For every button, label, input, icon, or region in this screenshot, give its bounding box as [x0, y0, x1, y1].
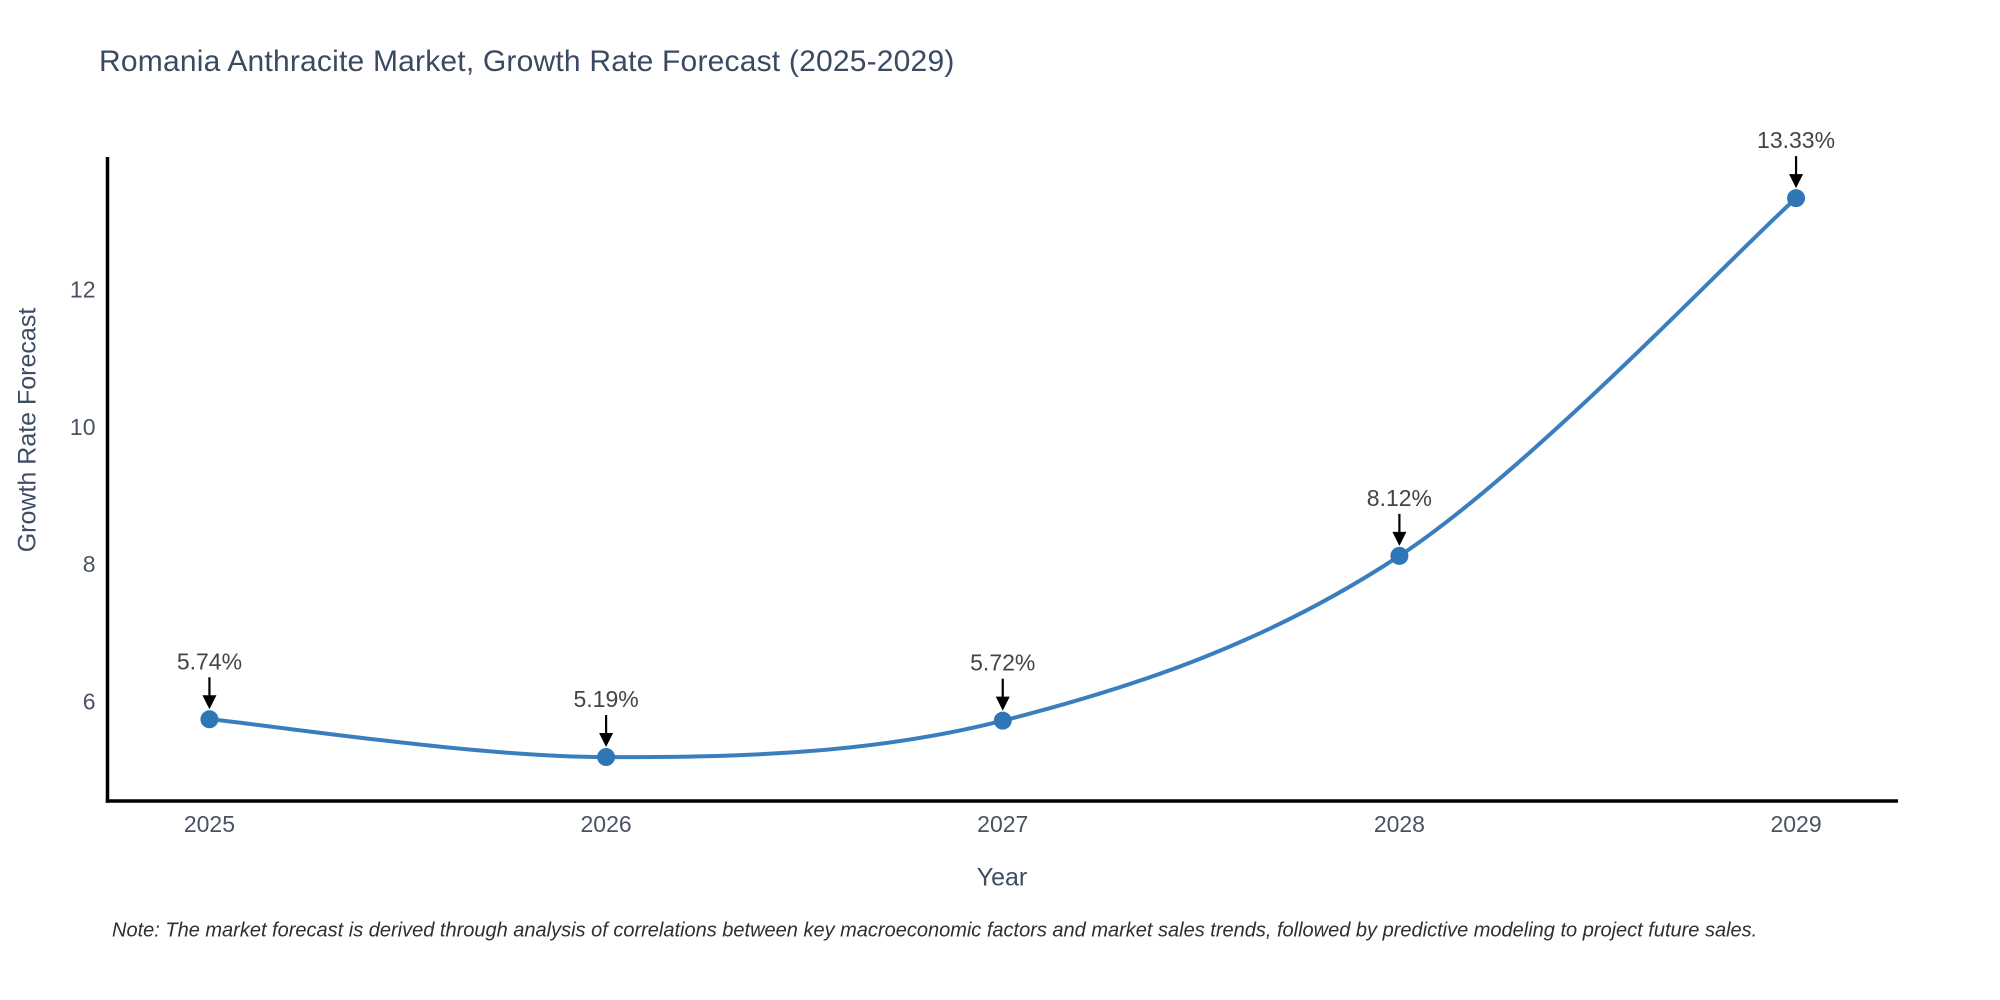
chart-title: Romania Anthracite Market, Growth Rate F… — [99, 45, 955, 78]
y-tick-label: 6 — [83, 688, 96, 714]
annotation-label: 8.12% — [1367, 485, 1432, 511]
annotation-arrowhead — [1392, 531, 1407, 546]
annotation-arrowhead — [1789, 174, 1804, 189]
data-point-marker — [1787, 189, 1806, 208]
x-tick-label: 2026 — [581, 811, 632, 837]
y-tick-label: 8 — [83, 551, 96, 577]
data-point-marker — [597, 748, 616, 767]
data-point-marker — [993, 711, 1012, 730]
x-tick-label: 2027 — [977, 811, 1028, 837]
x-tick-label: 2025 — [184, 811, 235, 837]
annotation-label: 5.19% — [573, 686, 638, 712]
annotation-label: 5.72% — [970, 650, 1035, 676]
annotation-arrowhead — [202, 695, 217, 710]
y-tick-label: 10 — [70, 414, 96, 440]
annotation-arrowhead — [995, 696, 1010, 711]
annotation-label: 13.33% — [1757, 127, 1835, 153]
y-axis-title: Growth Rate Forecast — [13, 307, 42, 553]
data-point-marker — [1390, 546, 1409, 565]
x-axis-title: Year — [976, 863, 1028, 892]
y-tick-label: 12 — [70, 276, 96, 302]
data-point-marker — [200, 710, 219, 729]
x-tick-label: 2028 — [1374, 811, 1425, 837]
footnote: Note: The market forecast is derived thr… — [112, 919, 1758, 942]
trend-line — [207, 196, 1799, 760]
x-tick-label: 2029 — [1770, 811, 1821, 837]
annotation-label: 5.74% — [177, 648, 242, 674]
annotation-arrowhead — [599, 733, 614, 748]
